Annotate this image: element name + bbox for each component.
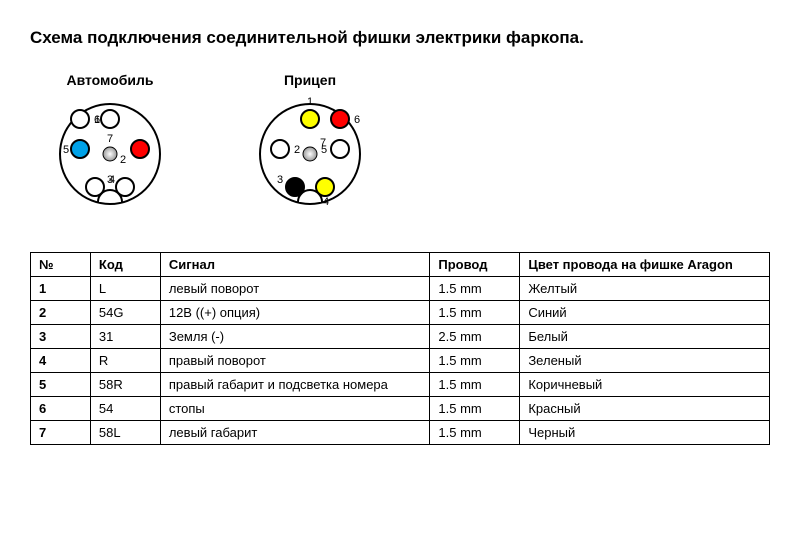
pin-4 <box>316 178 334 196</box>
table-row: 758Lлевый габарит1.5 mmЧерный <box>31 421 770 445</box>
pin-1 <box>301 110 319 128</box>
cell-wire: 1.5 mm <box>430 349 520 373</box>
pin-label-3: 3 <box>277 174 283 186</box>
cell-signal: Земля (-) <box>160 325 430 349</box>
table-row: 254G12В ((+) опция)1.5 mmСиний <box>31 301 770 325</box>
cell-color: Белый <box>520 325 770 349</box>
cell-signal: стопы <box>160 397 430 421</box>
pin-7-center <box>103 147 117 161</box>
cell-signal: 12В ((+) опция) <box>160 301 430 325</box>
cell-n: 7 <box>31 421 91 445</box>
cell-signal: правый габарит и подсветка номера <box>160 373 430 397</box>
pin-3 <box>286 178 304 196</box>
cell-color: Черный <box>520 421 770 445</box>
cell-color: Синий <box>520 301 770 325</box>
cell-n: 6 <box>31 397 91 421</box>
cell-n: 2 <box>31 301 91 325</box>
table-row: 654стопы1.5 mmКрасный <box>31 397 770 421</box>
header-color: Цвет провода на фишке Aragon <box>520 253 770 277</box>
cell-signal: левый поворот <box>160 277 430 301</box>
pin-5 <box>331 140 349 158</box>
cell-wire: 1.5 mm <box>430 301 520 325</box>
cell-color: Зеленый <box>520 349 770 373</box>
cell-n: 3 <box>31 325 91 349</box>
pin-2 <box>131 140 149 158</box>
pin-label-7: 7 <box>107 133 113 145</box>
pin-3 <box>116 178 134 196</box>
cell-color: Коричневый <box>520 373 770 397</box>
vehicle-connector: Автомобиль 1234567 <box>40 72 180 224</box>
table-header-row: № Код Сигнал Провод Цвет провода на фишк… <box>31 253 770 277</box>
pin-7-center <box>303 147 317 161</box>
pin-label-7: 7 <box>320 137 326 149</box>
table-row: 4Rправый поворот1.5 mmЗеленый <box>31 349 770 373</box>
table-row: 1Lлевый поворот1.5 mmЖелтый <box>31 277 770 301</box>
cell-n: 5 <box>31 373 91 397</box>
pin-1 <box>101 110 119 128</box>
pin-label-4: 4 <box>109 174 115 186</box>
pin-6 <box>331 110 349 128</box>
header-n: № <box>31 253 91 277</box>
cell-code: 58R <box>90 373 160 397</box>
pin-label-5: 5 <box>63 144 69 156</box>
table-body: 1Lлевый поворот1.5 mmЖелтый254G12В ((+) … <box>31 277 770 445</box>
cell-code: 31 <box>90 325 160 349</box>
page-title: Схема подключения соединительной фишки э… <box>30 28 770 48</box>
header-signal: Сигнал <box>160 253 430 277</box>
pin-4 <box>86 178 104 196</box>
pin-label-1: 1 <box>307 96 313 108</box>
pin-6 <box>71 110 89 128</box>
cell-code: 54 <box>90 397 160 421</box>
cell-wire: 2.5 mm <box>430 325 520 349</box>
vehicle-connector-svg: 1234567 <box>40 94 180 224</box>
cell-n: 1 <box>31 277 91 301</box>
cell-color: Желтый <box>520 277 770 301</box>
cell-signal: правый поворот <box>160 349 430 373</box>
cell-wire: 1.5 mm <box>430 397 520 421</box>
header-wire: Провод <box>430 253 520 277</box>
table-row: 558Rправый габарит и подсветка номера1.5… <box>31 373 770 397</box>
pin-label-2: 2 <box>294 144 300 156</box>
pin-label-6: 6 <box>94 114 100 126</box>
cell-n: 4 <box>31 349 91 373</box>
cell-signal: левый габарит <box>160 421 430 445</box>
cell-code: 58L <box>90 421 160 445</box>
cell-code: L <box>90 277 160 301</box>
cell-wire: 1.5 mm <box>430 373 520 397</box>
cell-wire: 1.5 mm <box>430 277 520 301</box>
pin-label-2: 2 <box>120 154 126 166</box>
cell-code: 54G <box>90 301 160 325</box>
pin-5 <box>71 140 89 158</box>
pin-label-4: 4 <box>323 196 329 208</box>
header-code: Код <box>90 253 160 277</box>
trailer-connector-svg: 1234567 <box>240 94 380 224</box>
pin-label-6: 6 <box>354 114 360 126</box>
pinout-table: № Код Сигнал Провод Цвет провода на фишк… <box>30 252 770 445</box>
pin-2 <box>271 140 289 158</box>
cell-color: Красный <box>520 397 770 421</box>
cell-wire: 1.5 mm <box>430 421 520 445</box>
trailer-connector: Прицеп 1234567 <box>240 72 380 224</box>
cell-code: R <box>90 349 160 373</box>
table-row: 331Земля (-)2.5 mmБелый <box>31 325 770 349</box>
vehicle-label: Автомобиль <box>66 72 153 88</box>
connector-diagrams: Автомобиль 1234567 Прицеп 1234567 <box>40 72 770 224</box>
trailer-label: Прицеп <box>284 72 336 88</box>
